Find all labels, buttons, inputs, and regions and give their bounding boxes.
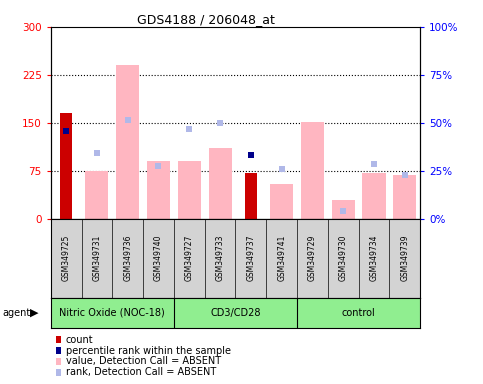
Text: GSM349734: GSM349734 (369, 235, 379, 281)
Bar (209, 149, 232, 219)
Text: GSM349729: GSM349729 (308, 235, 317, 281)
Text: CD3/CD28: CD3/CD28 (210, 308, 261, 318)
Bar (178, 161, 201, 219)
Text: value, Detection Call = ABSENT: value, Detection Call = ABSENT (66, 356, 221, 366)
Text: GSM349730: GSM349730 (339, 235, 348, 281)
Bar (60, 113, 72, 219)
Bar (116, 65, 139, 219)
Text: GSM349733: GSM349733 (215, 235, 225, 281)
Text: GSM349736: GSM349736 (123, 235, 132, 281)
Text: GSM349731: GSM349731 (92, 235, 101, 281)
Text: agent: agent (2, 308, 30, 318)
Bar (301, 122, 324, 219)
Text: GSM349739: GSM349739 (400, 235, 409, 281)
Text: rank, Detection Call = ABSENT: rank, Detection Call = ABSENT (66, 367, 216, 377)
Bar (85, 171, 109, 219)
Text: Nitric Oxide (NOC-18): Nitric Oxide (NOC-18) (59, 308, 165, 318)
Bar (147, 161, 170, 219)
Text: GSM349727: GSM349727 (185, 235, 194, 281)
Text: count: count (66, 335, 93, 345)
Text: control: control (342, 308, 375, 318)
Text: GSM349737: GSM349737 (246, 235, 256, 281)
Title: GDS4188 / 206048_at: GDS4188 / 206048_at (137, 13, 275, 26)
Bar (362, 173, 385, 219)
Bar (245, 173, 256, 219)
Text: GSM349740: GSM349740 (154, 235, 163, 281)
Bar (393, 175, 416, 219)
Bar (332, 200, 355, 219)
Text: ▶: ▶ (30, 308, 39, 318)
Text: GSM349741: GSM349741 (277, 235, 286, 281)
Text: GSM349725: GSM349725 (62, 235, 71, 281)
Text: percentile rank within the sample: percentile rank within the sample (66, 346, 230, 356)
Bar (270, 184, 293, 219)
